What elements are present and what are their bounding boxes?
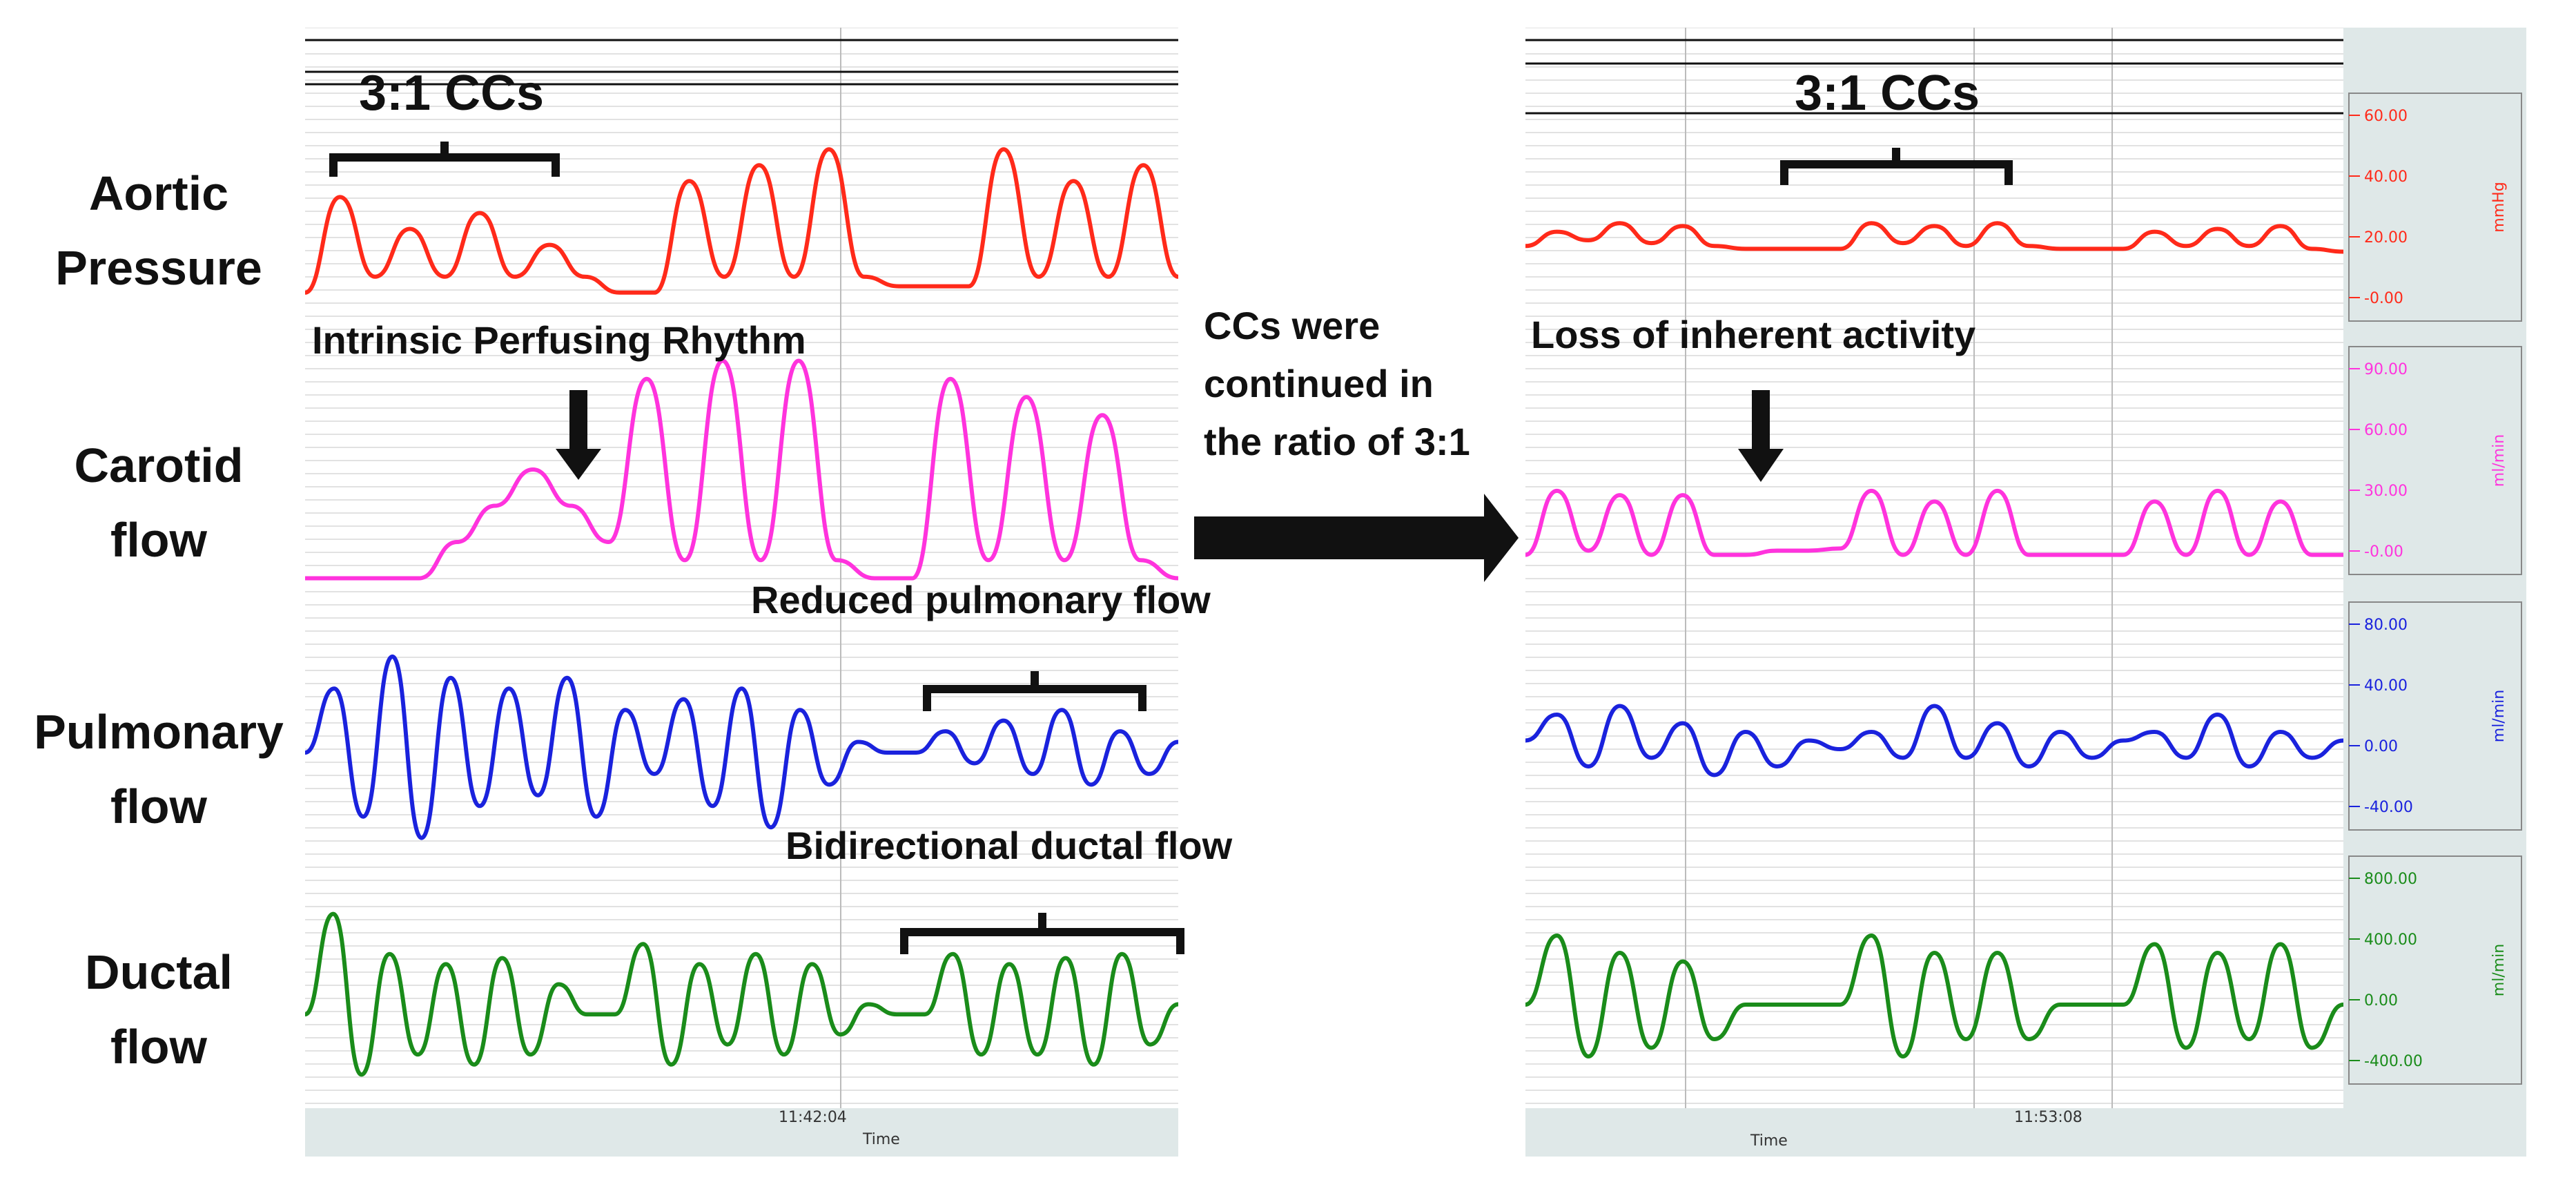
reduced-pulmonary-annotation: Reduced pulmonary flow (751, 578, 1211, 621)
right-trace-ductal (1525, 934, 2343, 1058)
right-trace-carotid (1525, 488, 2343, 557)
left-time-label: 11:42:04 (779, 1109, 847, 1126)
axis-box (2348, 93, 2522, 322)
left-chart (305, 28, 1178, 1108)
middle-annotation-1: CCs were (1204, 304, 1380, 347)
axis-box (2348, 346, 2522, 575)
right-time-label: 11:53:08 (2014, 1109, 2082, 1126)
left-trace-carotid (305, 358, 1178, 581)
left-time-axis-label: Time (863, 1131, 900, 1148)
axis-tick-label: 90.00 (2364, 361, 2408, 378)
axis-tick-label: -0.00 (2364, 290, 2403, 307)
cc-left-annotation: 3:1 CCs (359, 66, 545, 121)
left-trace-ductal (305, 911, 1178, 1077)
label-aortic-2: Pressure (55, 241, 262, 295)
middle-annotation-2: continued in (1204, 362, 1434, 405)
label-aortic-1: Aortic (88, 166, 229, 220)
axis-unit-label: ml/min (2490, 944, 2508, 996)
axis-tick-label: -400.00 (2364, 1053, 2423, 1070)
right-chart (1525, 28, 2343, 1108)
right-grid (1525, 28, 2343, 1108)
middle-annotation-3: the ratio of 3:1 (1204, 420, 1470, 463)
axis-tick-label: 400.00 (2364, 931, 2417, 949)
left-trace-aortic (305, 147, 1178, 295)
axis-tick-label: -40.00 (2364, 799, 2413, 816)
cc-right-annotation: 3:1 CCs (1795, 66, 1980, 121)
label-carotid-2: flow (110, 513, 207, 567)
loss-annotation: Loss of inherent activity (1531, 313, 1976, 356)
label-ductal-2: flow (110, 1020, 207, 1074)
right-chart-panel (1525, 28, 2343, 1108)
axis-tick-label: 40.00 (2364, 677, 2408, 695)
axis-unit-label: ml/min (2490, 434, 2508, 487)
axis-tick-label: 60.00 (2364, 108, 2408, 125)
axis-tick-label: -0.00 (2364, 543, 2403, 561)
right-arrow-icon (1194, 494, 1519, 582)
axis-tick-label: 0.00 (2364, 738, 2398, 755)
axis-unit-label: mmHg (2490, 182, 2508, 232)
bidirectional-annotation: Bidirectional ductal flow (786, 824, 1233, 867)
right-trace-pulmonary (1525, 704, 2343, 777)
label-carotid-1: Carotid (74, 438, 244, 492)
right-axis-panel: 60.00 40.00 20.00 -0.00 mmHg 90.00 60.00 30.00 -… (2343, 28, 2526, 1157)
right-time-axis-label: Time (1750, 1132, 1788, 1150)
axis-tick-label: 0.00 (2364, 992, 2398, 1009)
right-time-bar (1525, 1108, 2343, 1157)
axis-tick-label: 30.00 (2364, 483, 2408, 500)
axis-tick-label: 80.00 (2364, 617, 2408, 634)
left-trace-pulmonary (305, 654, 1178, 840)
intrinsic-annotation: Intrinsic Perfusing Rhythm (312, 318, 806, 362)
axis-box (2348, 601, 2522, 831)
axis-tick-label: 40.00 (2364, 168, 2408, 186)
right-axes: 60.00 40.00 20.00 -0.00 mmHg 90.00 60.00 30.00 -… (2348, 93, 2522, 1085)
label-pulmonary-2: flow (110, 780, 207, 833)
axis-box (2348, 855, 2522, 1085)
label-ductal-1: Ductal (85, 945, 233, 999)
axis-unit-label: ml/min (2490, 690, 2508, 742)
left-chart-panel (305, 28, 1178, 1108)
left-grid (305, 28, 1178, 1108)
right-trace-aortic (1525, 221, 2343, 254)
label-pulmonary-1: Pulmonary (34, 705, 284, 759)
axis-tick-label: 20.00 (2364, 229, 2408, 246)
left-time-bar (305, 1108, 1178, 1157)
axis-tick-label: 60.00 (2364, 422, 2408, 439)
axis-tick-label: 800.00 (2364, 871, 2417, 888)
